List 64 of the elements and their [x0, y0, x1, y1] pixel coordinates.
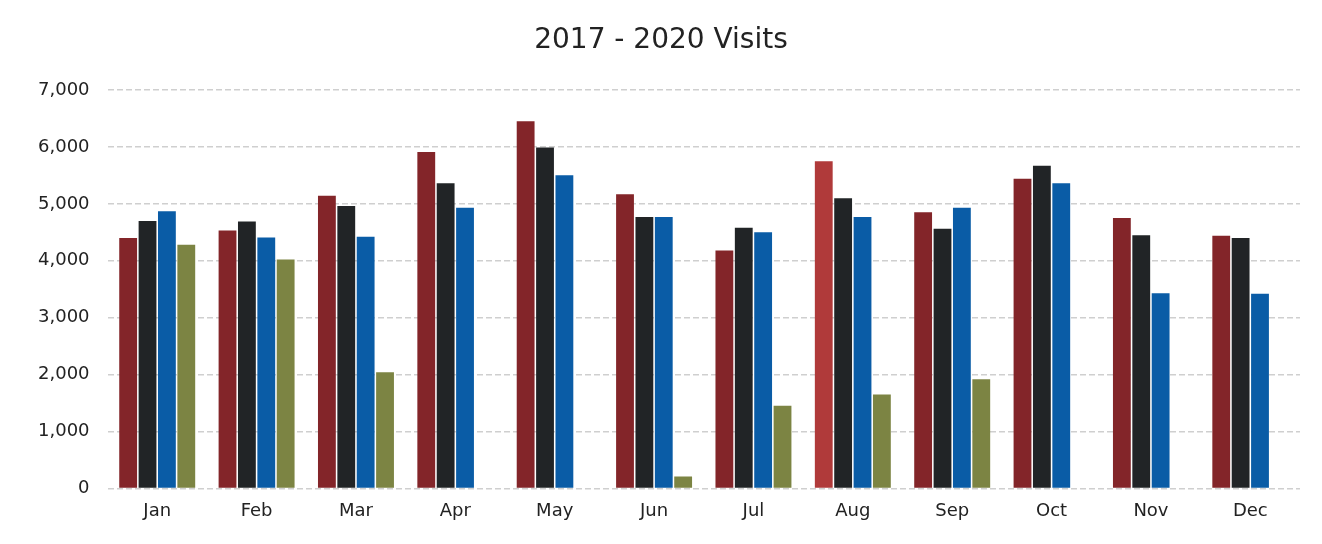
- bar: [914, 212, 933, 488]
- bar: [834, 198, 853, 488]
- bar: [1112, 218, 1131, 488]
- bar: [138, 220, 157, 488]
- bar: [715, 250, 734, 488]
- y-tick-label: 5,000: [38, 191, 90, 213]
- bar: [1032, 165, 1051, 488]
- x-tick-label: Nov: [1133, 498, 1169, 520]
- x-tick-label: Mar: [338, 498, 374, 520]
- bar: [436, 183, 455, 488]
- bar: [814, 161, 833, 488]
- y-tick-label: 0: [78, 476, 90, 498]
- y-tick-label: 1,000: [38, 419, 90, 441]
- bar: [119, 237, 138, 488]
- bar: [555, 175, 574, 488]
- bar: [417, 152, 436, 488]
- bar: [516, 121, 535, 488]
- bar: [773, 405, 792, 488]
- bar: [218, 230, 237, 488]
- y-tick-label: 6,000: [38, 134, 90, 156]
- bar: [972, 379, 991, 488]
- x-tick-label: Feb: [240, 498, 273, 520]
- bar: [356, 236, 375, 488]
- bar: [1251, 293, 1269, 488]
- bar: [276, 259, 295, 488]
- bar: [734, 227, 753, 488]
- bar: [536, 147, 554, 488]
- bar: [177, 244, 196, 488]
- bar: [376, 372, 394, 488]
- y-tick-label: 4,000: [38, 248, 90, 270]
- bar: [616, 194, 634, 488]
- x-tick-label: Dec: [1232, 498, 1268, 520]
- bar: [654, 216, 673, 488]
- chart-title: 2017 - 2020 Visits: [533, 22, 789, 55]
- bar: [157, 211, 176, 488]
- bar: [872, 394, 891, 488]
- bar: [933, 228, 952, 488]
- bar: [1013, 178, 1032, 488]
- x-tick-label: Jul: [741, 498, 765, 520]
- y-tick-label: 3,000: [38, 305, 90, 327]
- x-tick-label: Jun: [639, 498, 669, 520]
- y-tick-label: 7,000: [38, 77, 90, 99]
- bar: [1151, 293, 1170, 488]
- y-tick-label: 2,000: [38, 362, 90, 384]
- bar: [853, 216, 872, 488]
- x-tick-label: Oct: [1036, 498, 1068, 520]
- x-tick-label: Aug: [835, 498, 871, 520]
- bar: [674, 476, 693, 488]
- x-tick-label: Sep: [935, 498, 970, 520]
- x-tick-label: May: [536, 498, 574, 520]
- bar: [317, 195, 336, 488]
- bar: [1052, 183, 1071, 488]
- bar: [952, 207, 971, 488]
- bar: [257, 237, 276, 488]
- x-tick-label: Apr: [439, 498, 472, 520]
- bar: [1231, 237, 1250, 488]
- bar: [337, 206, 356, 488]
- bar: [754, 232, 773, 488]
- bar: [1132, 235, 1151, 488]
- bar: [456, 207, 474, 488]
- bar: [1212, 235, 1231, 488]
- bar: [237, 221, 256, 488]
- bar: [635, 216, 654, 488]
- x-tick-label: Jan: [142, 498, 172, 520]
